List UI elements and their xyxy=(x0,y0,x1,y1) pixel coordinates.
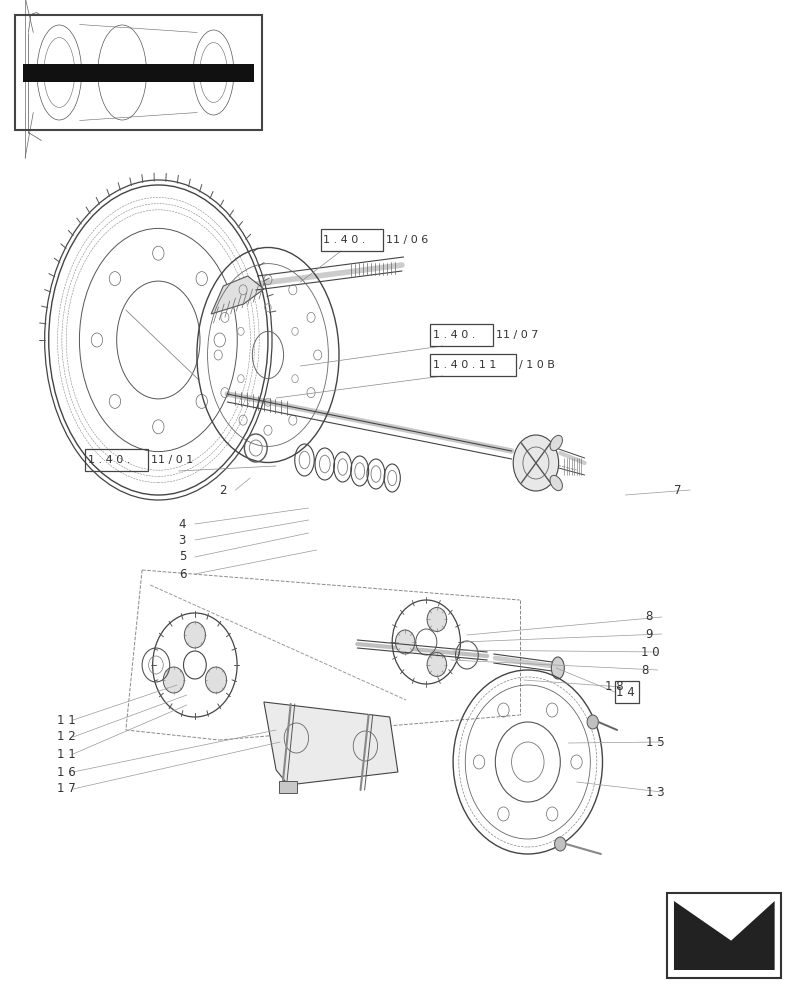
FancyBboxPatch shape xyxy=(23,64,254,82)
Text: 1 7: 1 7 xyxy=(57,782,75,796)
Circle shape xyxy=(586,715,598,729)
Text: 7: 7 xyxy=(673,484,680,496)
Text: 1 1: 1 1 xyxy=(57,748,75,760)
Ellipse shape xyxy=(551,657,564,679)
Text: 1 2: 1 2 xyxy=(57,730,75,744)
Text: 8: 8 xyxy=(645,610,652,624)
Ellipse shape xyxy=(549,475,562,491)
Text: 6: 6 xyxy=(178,568,186,580)
Text: / 1 0 B: / 1 0 B xyxy=(519,360,555,370)
Polygon shape xyxy=(211,276,264,314)
Circle shape xyxy=(163,667,184,693)
Text: 2: 2 xyxy=(219,484,226,496)
Text: 11 / 0 6: 11 / 0 6 xyxy=(386,235,428,245)
Text: 11 / 0 7: 11 / 0 7 xyxy=(496,330,538,340)
FancyBboxPatch shape xyxy=(279,781,297,793)
Text: 4: 4 xyxy=(178,518,186,530)
Text: 1 . 4 0 .: 1 . 4 0 . xyxy=(323,235,365,245)
Text: 1 1: 1 1 xyxy=(57,714,75,726)
Circle shape xyxy=(427,607,446,631)
Circle shape xyxy=(554,837,565,851)
FancyBboxPatch shape xyxy=(667,893,780,978)
Circle shape xyxy=(427,653,446,677)
Text: 8: 8 xyxy=(641,664,648,676)
Circle shape xyxy=(395,630,414,654)
Text: 9: 9 xyxy=(645,628,652,641)
Text: 1 3: 1 3 xyxy=(645,786,663,798)
Circle shape xyxy=(205,667,226,693)
Text: 1 . 4 0 . 1 1: 1 . 4 0 . 1 1 xyxy=(432,360,496,370)
Text: 1 0: 1 0 xyxy=(641,646,659,658)
Text: 1 4: 1 4 xyxy=(616,686,634,698)
Circle shape xyxy=(513,435,558,491)
Polygon shape xyxy=(673,901,774,970)
Text: 1 . 4 0 .: 1 . 4 0 . xyxy=(432,330,474,340)
Polygon shape xyxy=(264,702,397,785)
Text: 1 . 4 0 .: 1 . 4 0 . xyxy=(88,455,130,465)
Text: 11 / 0 1: 11 / 0 1 xyxy=(151,455,193,465)
Ellipse shape xyxy=(549,435,562,451)
Text: 1 8: 1 8 xyxy=(604,680,623,694)
Text: 5: 5 xyxy=(178,550,186,564)
Text: 3: 3 xyxy=(178,534,186,546)
Text: 1 5: 1 5 xyxy=(645,736,663,748)
Text: 1 6: 1 6 xyxy=(57,766,75,778)
Circle shape xyxy=(184,622,205,648)
